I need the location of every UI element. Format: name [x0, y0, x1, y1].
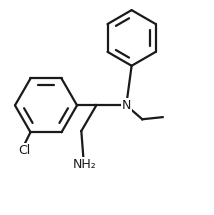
- Text: N: N: [122, 99, 131, 112]
- Text: NH₂: NH₂: [73, 158, 96, 171]
- Text: Cl: Cl: [18, 144, 30, 157]
